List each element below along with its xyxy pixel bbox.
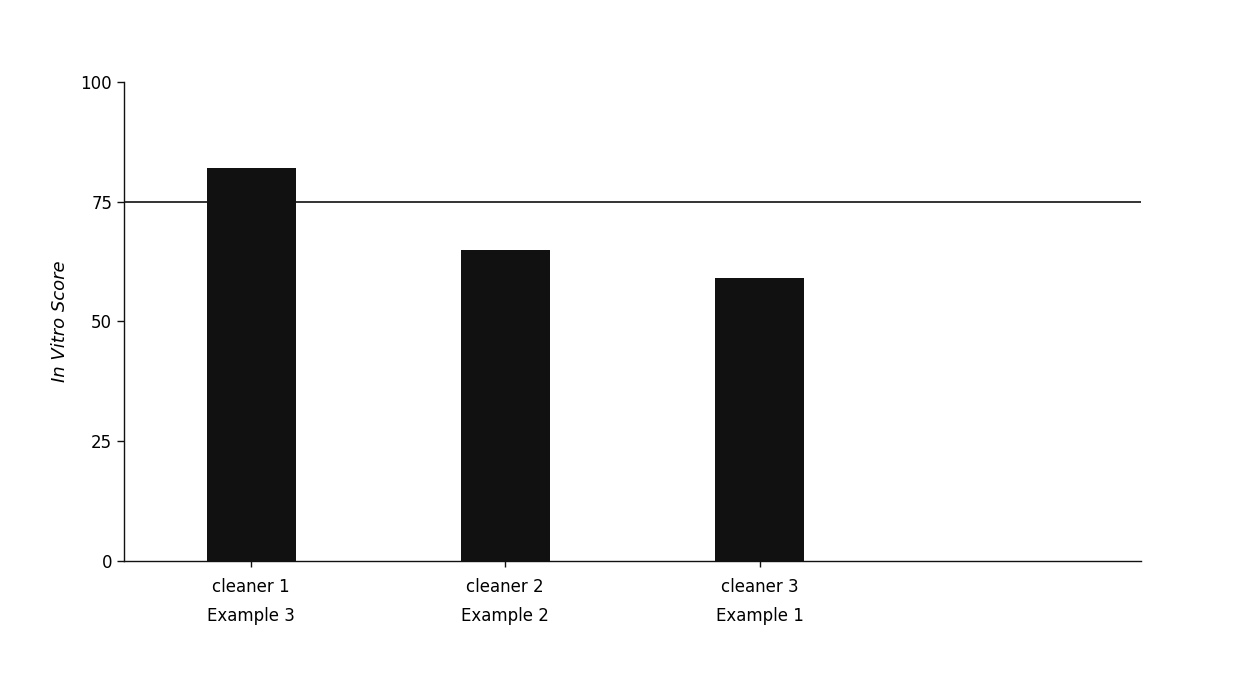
Bar	[715, 278, 804, 561]
Bar	[461, 250, 549, 561]
Bar	[207, 168, 295, 561]
Y-axis label: In Vitro Score: In Vitro Score	[51, 261, 69, 382]
